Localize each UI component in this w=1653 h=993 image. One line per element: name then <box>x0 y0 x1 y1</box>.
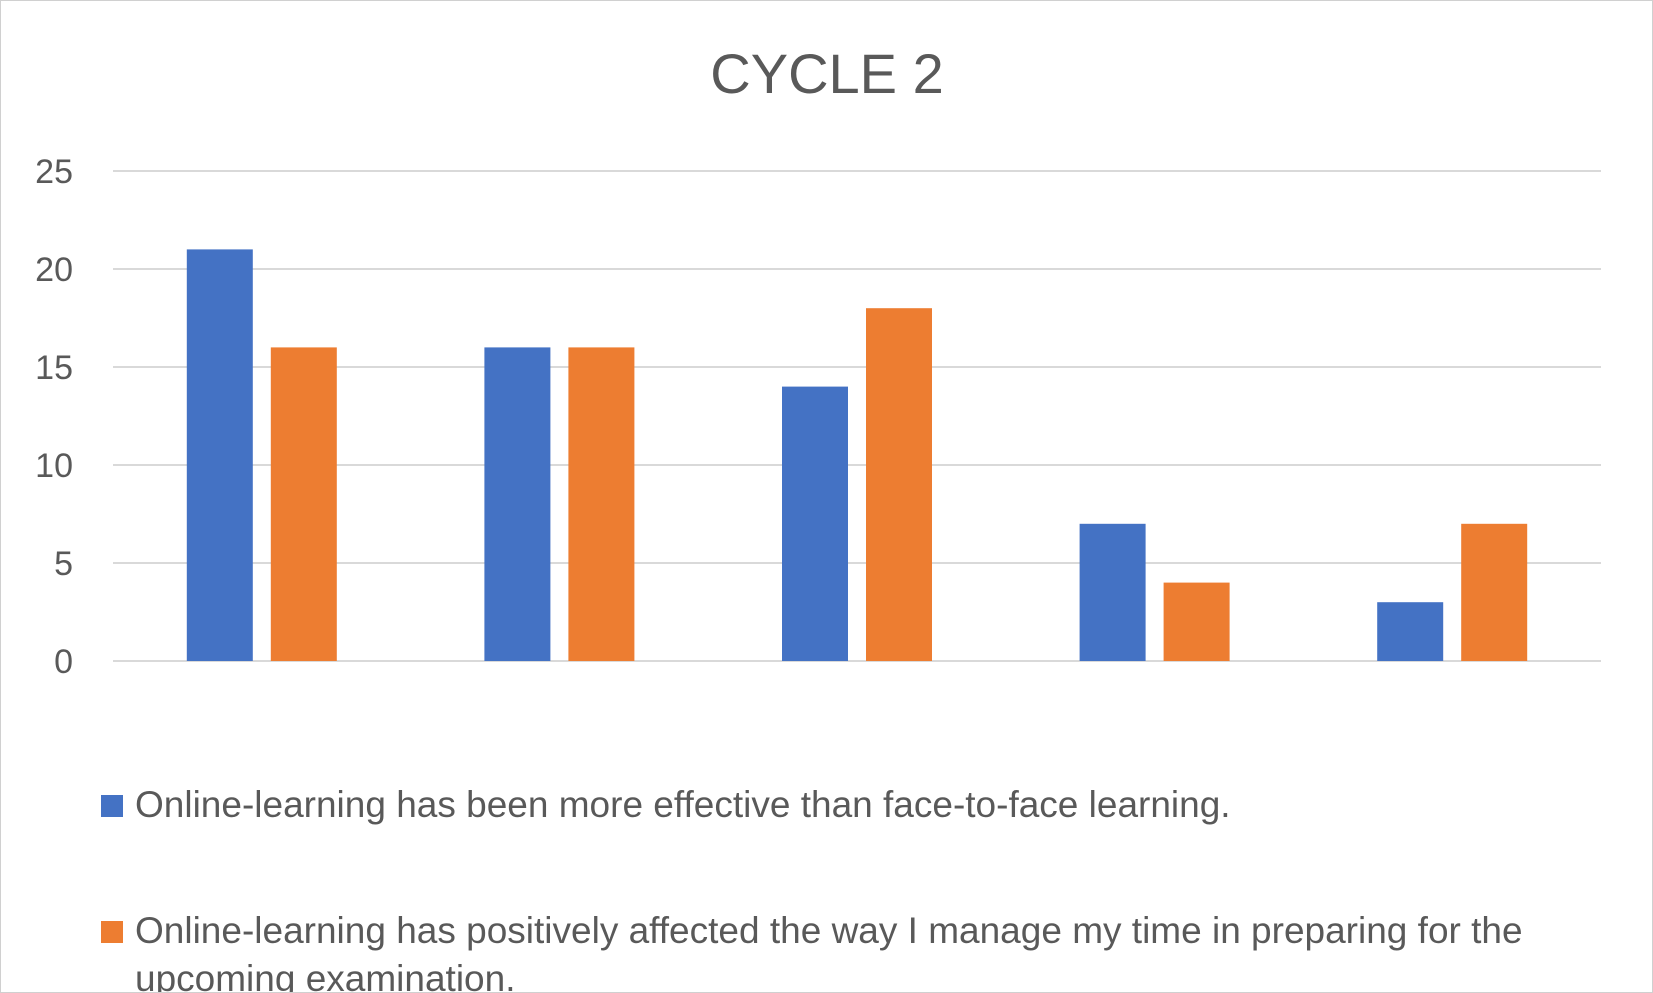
bar-series-2-category-3 <box>866 308 932 661</box>
gridlines <box>113 170 1601 662</box>
y-tick-label: 0 <box>54 643 73 681</box>
x-tick-label: 1 <box>252 696 271 701</box>
x-tick-label: 5 <box>1443 696 1462 701</box>
x-tick-label: 4 <box>1145 696 1164 701</box>
bar-series-2-category-1 <box>270 347 337 661</box>
y-tick-label: 15 <box>35 349 73 387</box>
bar-series-1-category-3 <box>782 386 848 661</box>
x-axis-tick-labels: 1 2 3 4 5 <box>252 696 1461 701</box>
x-tick-label: 2 <box>550 696 569 701</box>
legend-entry-series-1: Online-learning has been more effective … <box>101 781 1601 829</box>
bars <box>186 249 1528 661</box>
bar-series-1-category-5 <box>1377 602 1444 661</box>
legend-label-series-2: Online-learning has positively affected … <box>135 910 1523 993</box>
legend-label-series-1: Online-learning has been more effective … <box>135 784 1231 825</box>
y-tick-label: 20 <box>35 251 73 289</box>
x-tick-label: 3 <box>848 696 867 701</box>
bar-series-2-category-2 <box>568 347 635 661</box>
legend-entry-series-2: Online-learning has positively affected … <box>101 907 1601 993</box>
bar-series-2-category-4 <box>1163 582 1230 661</box>
y-tick-label: 25 <box>35 153 73 191</box>
bar-series-1-category-2 <box>484 347 551 661</box>
y-axis-tick-labels: 0 5 10 15 20 25 <box>35 153 73 681</box>
legend: Online-learning has been more effective … <box>101 781 1601 993</box>
y-tick-label: 5 <box>54 545 73 583</box>
bar-series-1-category-1 <box>186 249 253 661</box>
bar-series-1-category-4 <box>1079 523 1146 661</box>
y-tick-label: 10 <box>35 447 73 485</box>
legend-swatch-series-2 <box>101 921 123 943</box>
legend-swatch-series-1 <box>101 795 123 817</box>
bar-series-2-category-5 <box>1461 523 1528 661</box>
chart-title: CYCLE 2 <box>710 42 943 105</box>
chart-svg: CYCLE 2 0 5 10 15 20 25 1 2 3 4 5 <box>35 42 1601 701</box>
